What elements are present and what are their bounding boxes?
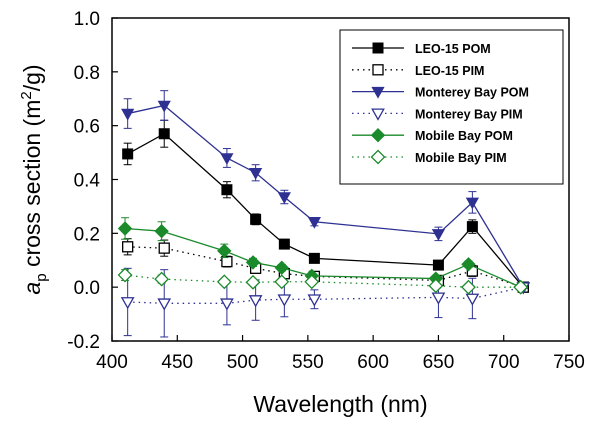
data-point — [461, 279, 476, 295]
data-point — [432, 259, 444, 271]
x-tick-label: 700 — [488, 352, 520, 373]
data-point — [121, 108, 135, 121]
legend: LEO-15 POM LEO-15 PIM Monterey Bay POM Mont… — [339, 29, 564, 185]
legend-label: LEO-15 POM — [415, 42, 491, 56]
legend-marker — [370, 127, 386, 143]
x-tick-label: 400 — [96, 352, 128, 373]
data-point — [307, 217, 321, 229]
data-point — [250, 213, 262, 225]
y-axis-title: ap cross section (m2/g) — [18, 64, 50, 294]
legend-marker — [372, 42, 384, 54]
data-point — [466, 221, 478, 233]
y-tick-label: -0.2 — [67, 332, 100, 353]
data-point — [158, 242, 170, 254]
data-point — [465, 197, 479, 210]
legend-label: Monterey Bay PIM — [415, 107, 523, 121]
data-point — [274, 274, 290, 290]
data-point — [513, 279, 529, 295]
x-tick-label: 500 — [227, 352, 259, 373]
data-point — [221, 255, 233, 268]
x-tick-label: 750 — [553, 352, 585, 373]
data-point — [278, 238, 290, 250]
x-tick-label: 550 — [292, 352, 324, 373]
y-axis-title-superscript: 2 — [18, 91, 35, 99]
data-point — [220, 298, 234, 311]
series-monterey-bay-pom — [121, 90, 530, 295]
data-point — [122, 241, 134, 253]
data-point — [122, 148, 134, 160]
data-point — [216, 274, 232, 290]
y-axis-title-prefix: a — [19, 282, 45, 295]
data-point — [157, 100, 171, 113]
data-point — [274, 260, 289, 275]
data-point — [461, 257, 476, 272]
y-tick-label: 0.4 — [74, 171, 101, 192]
y-axis-title-middle: cross section (m — [19, 100, 45, 274]
series-mobile-bay-pim — [117, 267, 529, 295]
legend-marker — [371, 86, 385, 99]
data-point — [248, 295, 263, 308]
data-point — [158, 128, 170, 140]
series-layer — [117, 90, 531, 338]
legend-marker — [370, 149, 386, 165]
data-point — [308, 252, 320, 264]
x-tick-label: 600 — [357, 352, 389, 373]
y-tick-label: 0.8 — [74, 63, 100, 84]
data-point — [217, 243, 232, 259]
y-tick-label: 0.0 — [74, 278, 100, 299]
series-line-mobile-bay-pom — [125, 227, 521, 288]
data-point — [431, 229, 446, 241]
y-tick-label: 0.2 — [74, 224, 100, 245]
x-axis-title: Wavelength (nm) — [253, 391, 427, 417]
data-point — [117, 267, 133, 283]
data-point — [220, 153, 234, 165]
y-axis: -0.2 0.0 0.2 0.4 0.6 0.8 1.0 — [67, 9, 118, 353]
y-axis-title-subscript: p — [33, 273, 50, 281]
y-tick-label: 1.0 — [74, 9, 100, 30]
data-point — [277, 294, 292, 307]
data-point — [245, 255, 261, 270]
legend-label: Mobile Bay PIM — [415, 151, 507, 165]
y-tick-label: 0.6 — [74, 117, 100, 138]
data-point — [249, 168, 263, 180]
data-point — [221, 184, 233, 196]
data-point — [154, 271, 170, 287]
legend-label: LEO-15 PIM — [415, 64, 484, 78]
data-point — [120, 297, 135, 310]
x-axis: 400 450 500 550 600 650 700 750 — [96, 335, 585, 373]
legend-label: Mobile Bay POM — [415, 129, 513, 143]
data-point — [304, 274, 320, 290]
legend-marker — [372, 64, 384, 76]
data-point — [431, 292, 446, 305]
y-axis-title-suffix: /g) — [19, 64, 45, 91]
data-point — [307, 294, 322, 307]
data-point — [245, 274, 261, 290]
data-point — [277, 192, 291, 205]
data-point — [465, 293, 480, 306]
legend-label: Monterey Bay POM — [415, 86, 529, 100]
data-point — [117, 221, 133, 236]
x-tick-label: 650 — [423, 352, 455, 373]
series-monterey-bay-pim — [120, 267, 531, 338]
data-point — [154, 223, 169, 239]
legend-marker — [371, 108, 385, 121]
x-tick-label: 450 — [161, 352, 193, 373]
data-point — [428, 278, 444, 294]
data-point — [157, 298, 172, 311]
